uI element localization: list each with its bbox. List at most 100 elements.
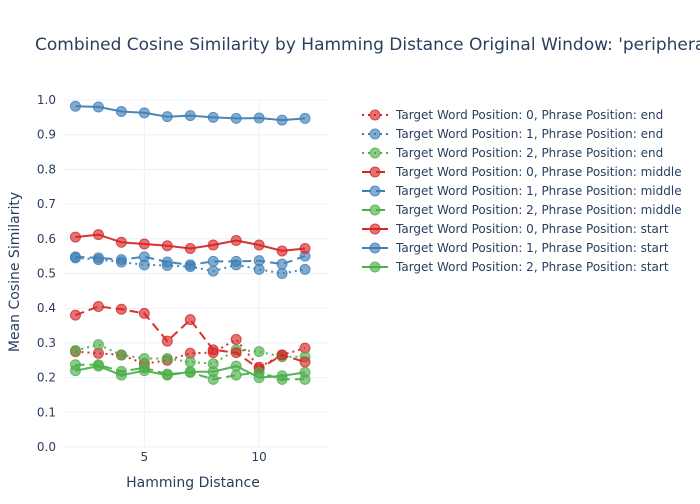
- axes: 0.0 0.1 0.2 0.3 0.4 0.5 0.6 0.7 0.8 0.9 1.0 5 10: [37, 93, 267, 464]
- series-group: [69, 100, 311, 385]
- data-point[interactable]: [184, 243, 196, 255]
- data-point[interactable]: [161, 111, 173, 123]
- data-point[interactable]: [69, 100, 81, 112]
- data-point[interactable]: [276, 258, 288, 270]
- data-point[interactable]: [299, 243, 311, 255]
- legend-item[interactable]: Target Word Position: 0, Phrase Position…: [362, 108, 663, 122]
- series-line: [75, 343, 305, 365]
- y-tick-label: 0.1: [37, 405, 56, 419]
- data-point[interactable]: [115, 303, 127, 315]
- data-point[interactable]: [253, 372, 265, 384]
- data-point[interactable]: [138, 365, 150, 377]
- data-point[interactable]: [230, 112, 242, 124]
- y-axis-label: Mean Cosine Similarity: [7, 192, 23, 352]
- data-point[interactable]: [253, 255, 265, 267]
- data-point[interactable]: [92, 229, 104, 241]
- data-point[interactable]: [161, 256, 173, 268]
- data-point[interactable]: [299, 263, 311, 275]
- data-point[interactable]: [184, 110, 196, 122]
- data-point[interactable]: [230, 369, 242, 381]
- legend-item[interactable]: Target Word Position: 1, Phrase Position…: [362, 184, 682, 198]
- data-point[interactable]: [299, 356, 311, 368]
- series-5: [69, 250, 311, 271]
- series-line: [75, 338, 306, 369]
- data-point[interactable]: [138, 238, 150, 250]
- data-point[interactable]: [207, 344, 219, 356]
- data-point[interactable]: [69, 309, 81, 321]
- legend-label: Target Word Position: 2, Phrase Position…: [395, 260, 669, 274]
- data-point[interactable]: [253, 112, 265, 124]
- x-tick-label: 5: [141, 450, 149, 464]
- data-point[interactable]: [207, 111, 219, 123]
- data-point[interactable]: [138, 251, 150, 263]
- legend: Target Word Position: 0, Phrase Position…: [362, 108, 682, 274]
- data-point[interactable]: [115, 369, 127, 381]
- data-point[interactable]: [69, 345, 81, 357]
- data-point[interactable]: [207, 265, 219, 277]
- data-point[interactable]: [230, 360, 242, 372]
- data-point[interactable]: [253, 239, 265, 251]
- data-point[interactable]: [276, 245, 288, 257]
- data-point[interactable]: [115, 105, 127, 117]
- data-point[interactable]: [115, 349, 127, 361]
- y-tick-label: 0.3: [37, 336, 56, 350]
- chart-title: Combined Cosine Similarity by Hamming Di…: [35, 35, 700, 55]
- data-point[interactable]: [161, 240, 173, 252]
- y-tick-label: 0.8: [37, 162, 56, 176]
- legend-label: Target Word Position: 2, Phrase Position…: [395, 146, 663, 160]
- legend-item[interactable]: Target Word Position: 2, Phrase Position…: [362, 203, 682, 217]
- data-point[interactable]: [184, 356, 196, 368]
- legend-item[interactable]: Target Word Position: 2, Phrase Position…: [362, 260, 669, 274]
- x-tick-label: 10: [251, 450, 266, 464]
- data-point[interactable]: [115, 254, 127, 266]
- data-point[interactable]: [161, 335, 173, 347]
- data-point[interactable]: [184, 314, 196, 326]
- data-point[interactable]: [276, 370, 288, 382]
- data-point[interactable]: [92, 300, 104, 312]
- legend-marker: [369, 166, 381, 178]
- data-point[interactable]: [230, 333, 242, 345]
- data-point[interactable]: [230, 235, 242, 247]
- data-point[interactable]: [276, 268, 288, 279]
- data-point[interactable]: [92, 252, 104, 264]
- data-point[interactable]: [184, 366, 196, 378]
- data-point[interactable]: [138, 307, 150, 319]
- y-tick-label: 0.2: [37, 371, 56, 385]
- data-point[interactable]: [138, 107, 150, 119]
- data-point[interactable]: [276, 349, 288, 361]
- data-point[interactable]: [69, 231, 81, 243]
- legend-label: Target Word Position: 1, Phrase Position…: [395, 184, 682, 198]
- data-point[interactable]: [184, 259, 196, 271]
- legend-item[interactable]: Target Word Position: 2, Phrase Position…: [362, 146, 663, 160]
- data-point[interactable]: [299, 112, 311, 124]
- y-tick-label: 0.7: [37, 197, 56, 211]
- data-point[interactable]: [230, 347, 242, 359]
- data-point[interactable]: [161, 369, 173, 381]
- data-point[interactable]: [207, 255, 219, 267]
- legend-item[interactable]: Target Word Position: 1, Phrase Position…: [362, 127, 663, 141]
- data-point[interactable]: [69, 251, 81, 263]
- data-point[interactable]: [230, 255, 242, 267]
- data-point[interactable]: [92, 360, 104, 372]
- legend-item[interactable]: Target Word Position: 0, Phrase Position…: [362, 165, 682, 179]
- legend-item[interactable]: Target Word Position: 0, Phrase Position…: [362, 222, 669, 236]
- legend-marker: [369, 223, 381, 235]
- legend-item[interactable]: Target Word Position: 1, Phrase Position…: [362, 241, 669, 255]
- data-point[interactable]: [92, 101, 104, 113]
- data-point[interactable]: [253, 346, 265, 358]
- data-point[interactable]: [138, 353, 150, 365]
- data-point[interactable]: [276, 114, 288, 126]
- data-point[interactable]: [207, 366, 219, 378]
- data-point[interactable]: [161, 353, 173, 365]
- legend-marker: [369, 128, 381, 140]
- legend-marker: [369, 185, 381, 197]
- data-point[interactable]: [207, 239, 219, 251]
- data-point[interactable]: [69, 365, 81, 377]
- legend-label: Target Word Position: 0, Phrase Position…: [395, 165, 682, 179]
- y-tick-label: 0.4: [37, 301, 56, 315]
- data-point[interactable]: [299, 366, 311, 378]
- data-point[interactable]: [115, 236, 127, 248]
- data-point[interactable]: [92, 339, 104, 351]
